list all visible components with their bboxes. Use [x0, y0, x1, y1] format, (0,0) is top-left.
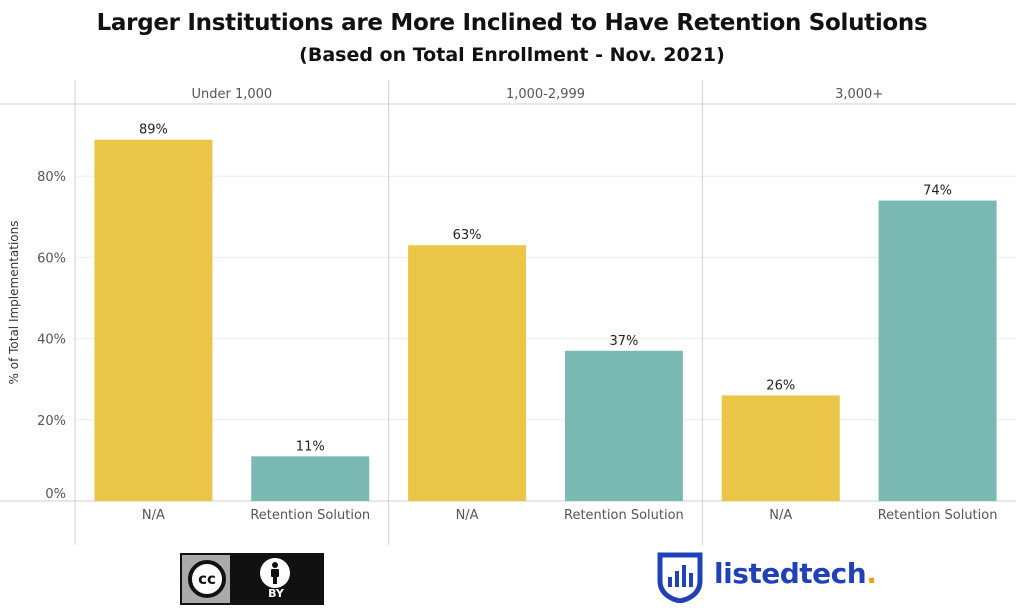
- person-icon: [260, 558, 290, 588]
- group-header-label: Under 1,000: [191, 87, 272, 102]
- y-tick-label: 40%: [37, 333, 66, 348]
- cc-text: cc: [198, 570, 216, 588]
- by-panel: BY: [230, 555, 322, 603]
- group-header-label: 1,000-2,999: [506, 87, 585, 102]
- brand-dot: .: [866, 557, 877, 590]
- shield-chart-icon: [657, 552, 703, 604]
- x-tick-label: Retention Solution: [878, 508, 998, 523]
- cc-by-license-badge: cc BY: [180, 553, 324, 605]
- x-tick-label: Retention Solution: [564, 508, 684, 523]
- bar: [564, 350, 683, 501]
- data-label: 89%: [139, 123, 168, 138]
- bar: [878, 200, 997, 501]
- bar: [94, 139, 213, 501]
- x-tick-label: N/A: [769, 508, 792, 523]
- chart-subtitle: (Based on Total Enrollment - Nov. 2021): [299, 44, 725, 66]
- group-header-label: 3,000+: [835, 87, 883, 102]
- data-label: 26%: [766, 378, 795, 393]
- brand-word: listedtech: [714, 557, 867, 590]
- y-tick-label: 20%: [37, 414, 66, 429]
- y-tick-label: 0%: [45, 487, 66, 502]
- data-label: 37%: [609, 334, 638, 349]
- chart-title: Larger Institutions are More Inclined to…: [96, 10, 928, 36]
- bar: [408, 245, 527, 501]
- y-axis-title: % of Total Implementations: [7, 221, 21, 385]
- cc-icon: cc: [188, 560, 226, 598]
- y-tick-label: 60%: [37, 251, 66, 266]
- brand-name: listedtech.: [714, 557, 877, 590]
- x-tick-label: N/A: [456, 508, 479, 523]
- x-tick-label: Retention Solution: [250, 508, 370, 523]
- data-label: 11%: [296, 439, 325, 454]
- bar: [721, 395, 840, 501]
- listedtech-logo: listedtech.: [654, 551, 894, 604]
- bar: [251, 456, 370, 501]
- x-tick-label: N/A: [142, 508, 165, 523]
- y-tick-label: 80%: [37, 170, 66, 185]
- by-label: BY: [268, 587, 284, 600]
- data-label: 74%: [923, 184, 952, 199]
- data-label: 63%: [453, 228, 482, 243]
